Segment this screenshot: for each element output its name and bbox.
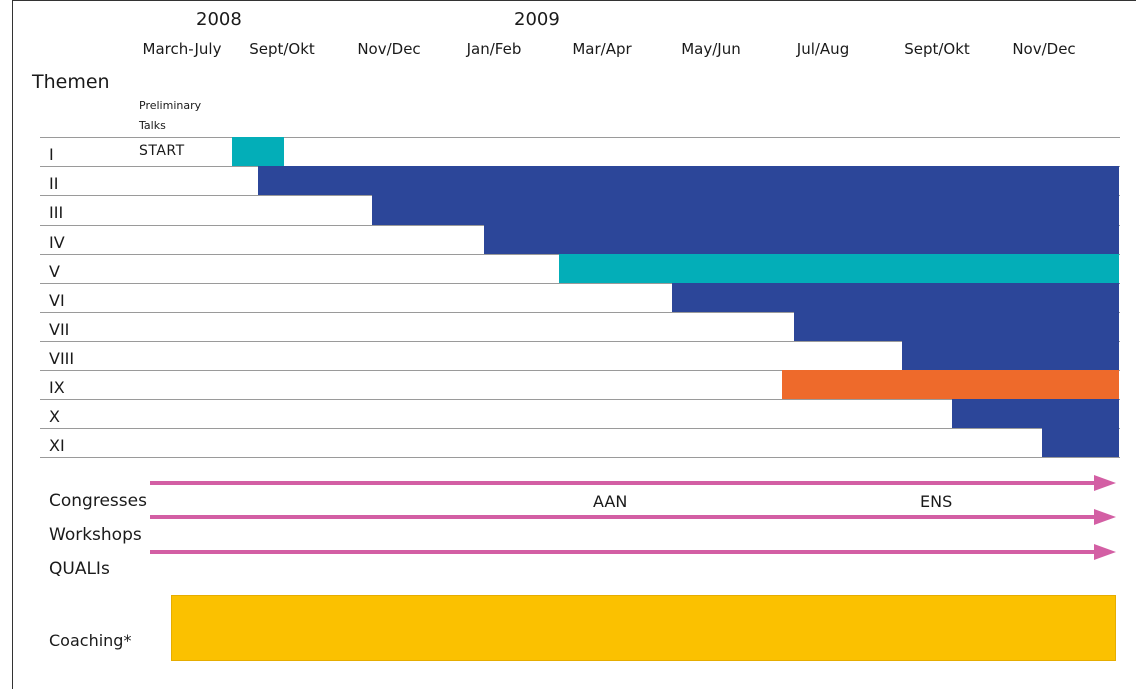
congresses-arrow-line [150,481,1096,485]
row-label-vi: VI [49,291,65,310]
event-ens: ENS [920,492,953,511]
row-label-xi: XI [49,436,65,455]
row-label-v: V [49,262,60,281]
stream-label-congresses: Congresses [49,491,147,511]
period-header: Jan/Feb [466,40,522,58]
year-2009-label: 2009 [514,9,560,30]
period-header: Jul/Aug [796,40,850,58]
gantt-bar-iii [372,195,1119,225]
row-divider [40,457,1120,458]
start-label: START [139,143,185,159]
period-header: May/Jun [681,40,741,58]
row-label-vii: VII [49,320,70,339]
row-label-ii: II [49,174,59,193]
period-header: Nov/Dec [1012,40,1076,58]
gantt-bar-xi [1041,428,1119,457]
row-divider [40,399,1120,400]
gantt-bar-i [232,137,284,166]
qualis-arrow-line [150,550,1096,554]
row-divider [40,283,1120,284]
stream-label-qualis: QUALIs [49,559,110,579]
row-divider [40,428,1120,429]
gantt-bar-vi [671,283,1119,312]
workshops-arrow-line [150,515,1096,519]
period-header: Mar/Apr [572,40,632,58]
row-label-ix: IX [49,378,65,397]
gantt-bar-vii [793,312,1119,341]
workshops-arrow-head [1094,509,1116,525]
gantt-bar-x [951,399,1119,428]
row-label-iii: III [49,203,64,222]
qualis-arrow-head [1094,544,1116,560]
period-header: Sept/Okt [249,40,315,58]
row-divider [40,137,1120,138]
preliminary-label: Preliminary [139,99,202,112]
row-label-x: X [49,407,60,426]
talks-label: Talks [139,119,166,132]
themen-heading: Themen [32,71,110,93]
gantt-bar-ii [257,166,1119,195]
row-label-iv: IV [49,233,65,252]
row-divider [40,312,1120,313]
row-label-viii: VIII [49,349,75,368]
period-header: Sept/Okt [904,40,970,58]
gantt-bar-v [558,254,1119,283]
stream-label-workshops: Workshops [49,525,142,545]
year-2008-label: 2008 [196,9,242,30]
coaching-label: Coaching* [49,631,132,650]
event-aan: AAN [593,492,628,511]
frame-top-border [12,0,1136,1]
period-header: Nov/Dec [357,40,421,58]
congresses-arrow-head [1094,475,1116,491]
period-header: March-July [142,40,222,58]
gantt-bar-iv [484,225,1119,254]
row-label-i: I [49,145,54,164]
coaching-bar [171,595,1116,661]
gantt-bar-viii [902,341,1119,370]
row-divider [40,341,1120,342]
frame-left-border [12,0,13,689]
gantt-bar-ix [782,370,1119,399]
row-divider [40,370,1120,371]
